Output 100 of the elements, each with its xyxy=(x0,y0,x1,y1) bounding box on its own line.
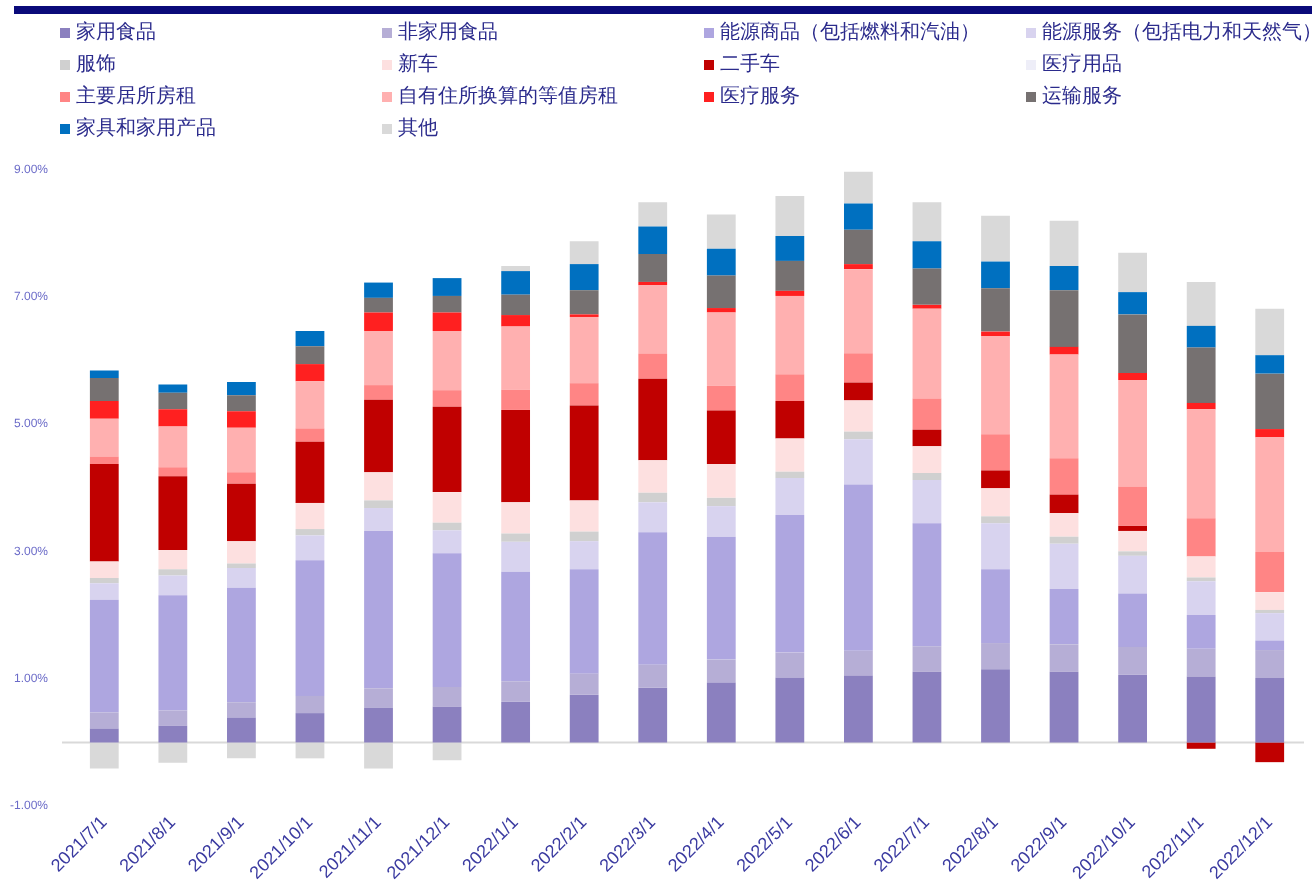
bar xyxy=(981,669,1010,743)
bar xyxy=(638,285,668,354)
bar xyxy=(432,492,462,523)
bar xyxy=(158,575,188,596)
bar xyxy=(432,406,462,493)
bar xyxy=(432,530,462,554)
bar xyxy=(912,429,942,447)
bar xyxy=(501,533,531,542)
bar xyxy=(844,171,873,204)
bar xyxy=(158,569,188,576)
bar xyxy=(638,502,668,533)
bar xyxy=(1186,581,1216,616)
bar xyxy=(706,497,736,507)
bar xyxy=(706,214,736,249)
bar xyxy=(706,682,736,743)
bar xyxy=(1049,543,1079,589)
bar xyxy=(638,353,668,379)
bar xyxy=(775,195,805,237)
bar xyxy=(1118,373,1148,381)
legend-label: 其他 xyxy=(398,115,438,142)
bar xyxy=(1118,380,1148,487)
bar xyxy=(638,460,668,493)
bar xyxy=(1255,373,1285,430)
legend-label: 非家用食品 xyxy=(398,19,498,46)
legend-label: 运输服务 xyxy=(1042,83,1122,110)
bar xyxy=(569,241,599,265)
bar xyxy=(981,331,1010,337)
bar xyxy=(912,473,942,481)
legend-label: 医疗服务 xyxy=(720,83,800,110)
bar xyxy=(844,675,873,743)
bar xyxy=(1118,530,1148,552)
bar xyxy=(706,275,736,309)
bar xyxy=(295,381,325,429)
bar xyxy=(638,687,668,743)
bar xyxy=(569,541,599,570)
bar xyxy=(364,312,393,331)
bar xyxy=(501,315,531,327)
bar xyxy=(432,390,462,407)
legend-label: 家具和家用产品 xyxy=(76,115,216,142)
bar xyxy=(364,399,393,473)
bar xyxy=(844,353,873,383)
bar xyxy=(1049,671,1079,743)
bar xyxy=(432,330,462,391)
bar xyxy=(844,203,873,230)
bar xyxy=(912,202,942,242)
bar xyxy=(706,385,736,411)
bar xyxy=(1049,494,1079,514)
bar xyxy=(227,717,256,743)
bar xyxy=(158,426,188,468)
bar xyxy=(775,677,805,743)
bar xyxy=(295,364,325,382)
bar xyxy=(981,470,1010,489)
bar xyxy=(1255,742,1285,763)
bar xyxy=(158,550,188,570)
bar xyxy=(1186,347,1216,403)
legend-label: 二手车 xyxy=(720,51,780,78)
bar xyxy=(158,384,188,393)
bar xyxy=(775,471,805,479)
bar xyxy=(638,253,668,282)
bar xyxy=(295,346,325,365)
bar xyxy=(1049,458,1079,495)
bar xyxy=(844,269,873,354)
bar xyxy=(981,261,1010,289)
bar xyxy=(295,428,325,442)
bar xyxy=(912,241,942,269)
legend-label: 家用食品 xyxy=(76,19,156,46)
bar xyxy=(227,427,256,473)
bar xyxy=(227,411,256,428)
bar xyxy=(501,502,531,534)
legend-label: 主要居所房租 xyxy=(76,83,196,110)
bar xyxy=(981,336,1010,435)
bar xyxy=(295,535,325,561)
bar xyxy=(638,378,668,461)
bar xyxy=(1255,355,1285,374)
bar xyxy=(706,312,736,386)
bar xyxy=(1255,551,1285,593)
bar xyxy=(364,330,393,386)
bar xyxy=(158,409,188,427)
bar xyxy=(89,370,119,379)
bar xyxy=(295,529,325,536)
bar xyxy=(1118,674,1148,743)
bar xyxy=(844,264,873,270)
bar xyxy=(912,480,942,524)
bar xyxy=(501,326,531,390)
bar xyxy=(295,441,325,503)
bar xyxy=(706,248,736,276)
bar xyxy=(844,431,873,440)
bar xyxy=(1118,525,1148,531)
bar xyxy=(1186,742,1216,749)
bar xyxy=(1255,308,1285,356)
bar xyxy=(89,728,119,743)
bar xyxy=(1186,325,1216,348)
bar xyxy=(569,316,599,384)
bar xyxy=(1255,437,1285,552)
bar xyxy=(1049,354,1079,459)
bar xyxy=(775,236,805,261)
bar xyxy=(501,271,531,295)
bar xyxy=(569,264,599,291)
bar xyxy=(432,312,462,331)
bar xyxy=(775,438,805,472)
